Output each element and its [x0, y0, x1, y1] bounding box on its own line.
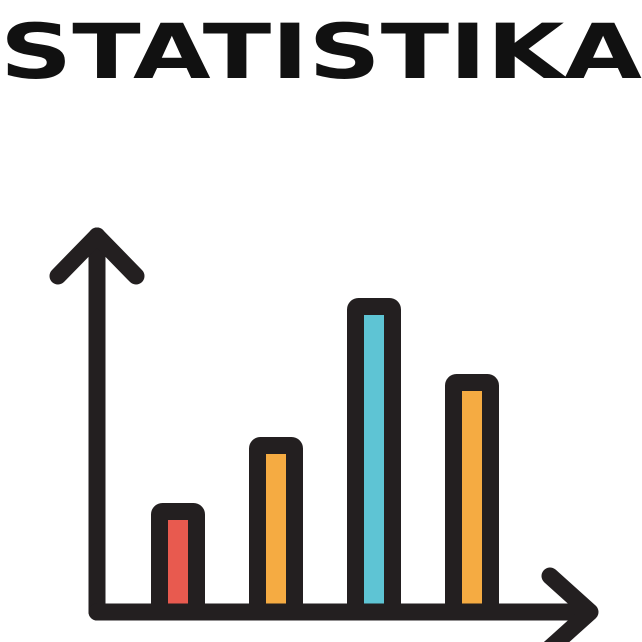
axes [49, 227, 599, 642]
page-title: STATISTIKA [0, 7, 642, 96]
bar-2 [249, 437, 303, 621]
y-axis-arrow-icon [49, 227, 145, 285]
x-axis-arrow-icon [541, 567, 599, 642]
bar-3 [347, 298, 401, 621]
bar-chart-bars [151, 298, 499, 621]
bar-1 [151, 503, 205, 621]
bar-4 [445, 374, 499, 621]
